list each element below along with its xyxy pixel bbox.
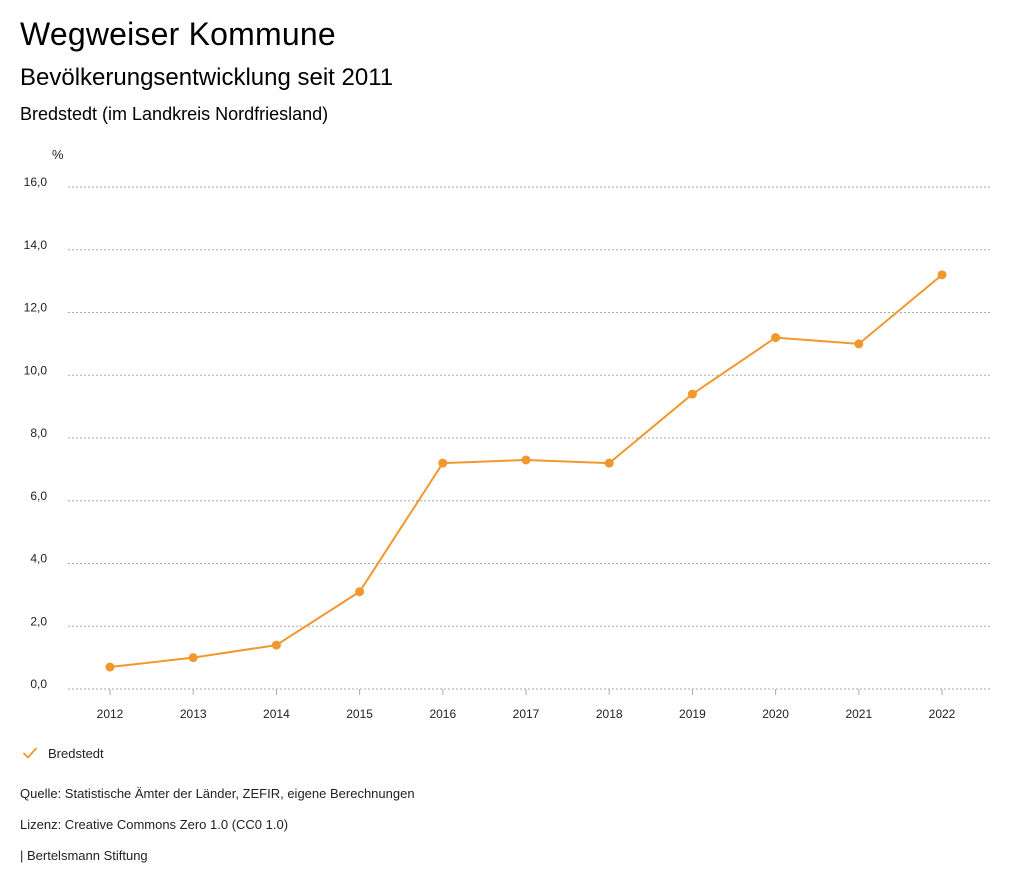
region-label: Bredstedt (im Landkreis Nordfriesland) <box>20 104 329 124</box>
x-tick-label: 2013 <box>180 707 207 721</box>
data-point <box>188 653 198 663</box>
check-icon <box>23 747 37 759</box>
data-point <box>854 339 864 349</box>
data-point <box>771 333 781 343</box>
x-tick-label: 2016 <box>429 707 456 721</box>
y-tick-label: 2,0 <box>30 614 47 628</box>
data-point <box>105 662 115 672</box>
x-tick-label: 2015 <box>346 707 373 721</box>
data-point <box>687 389 697 399</box>
y-tick-label: 0,0 <box>30 677 47 691</box>
legend-label: Bredstedt <box>48 745 104 761</box>
x-tick-label: 2017 <box>513 707 540 721</box>
x-tick-label: 2014 <box>263 707 290 721</box>
data-point <box>521 455 531 465</box>
line-chart: % 0,0 2,0 4,0 6,0 8,0 10,0 12,0 14,0 16,0 2012 2013… <box>24 147 990 721</box>
legend[interactable]: Bredstedt <box>22 745 104 761</box>
y-tick-label: 6,0 <box>30 489 47 503</box>
data-point <box>355 587 365 597</box>
data-point <box>604 458 614 468</box>
y-tick-label: 14,0 <box>24 238 48 252</box>
x-tick-label: 2019 <box>679 707 706 721</box>
x-tick-label: 2021 <box>845 707 872 721</box>
license-note: Lizenz: Creative Commons Zero 1.0 (CC0 1… <box>20 817 289 832</box>
y-tick-label: 12,0 <box>24 301 48 315</box>
y-tick-label: 10,0 <box>24 363 48 377</box>
x-tick-label: 2012 <box>97 707 124 721</box>
data-point <box>271 640 281 650</box>
source-note: Quelle: Statistische Ämter der Länder, Z… <box>20 786 415 801</box>
x-tick-label: 2018 <box>596 707 623 721</box>
data-point <box>937 270 947 280</box>
x-tick-label: 2022 <box>929 707 956 721</box>
chart-subtitle: Bevölkerungsentwicklung seit 2011 <box>20 64 394 91</box>
data-point <box>438 458 448 468</box>
x-tick-label: 2020 <box>762 707 789 721</box>
y-tick-label: 4,0 <box>30 552 47 566</box>
chart-title: Wegweiser Kommune <box>20 16 336 52</box>
publisher-note: | Bertelsmann Stiftung <box>20 848 148 863</box>
y-axis-unit-label: % <box>52 147 64 162</box>
series-line <box>109 274 943 669</box>
y-tick-label: 8,0 <box>30 426 47 440</box>
y-tick-label: 16,0 <box>24 175 48 189</box>
